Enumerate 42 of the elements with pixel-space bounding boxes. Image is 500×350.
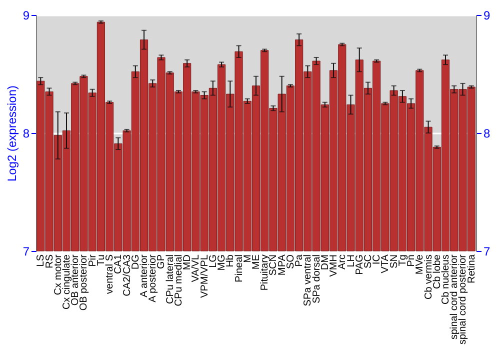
y-tick-label: 9 (22, 8, 30, 22)
x-tick-label: Cb lobe (432, 254, 443, 289)
x-tick-label: Cx cingulate (61, 254, 72, 310)
y-tick-label: 7 (22, 244, 30, 258)
x-tick-label: M (242, 254, 254, 263)
y2-tick-label: 7 (484, 244, 490, 258)
x-tick-label: A posterior (148, 254, 159, 302)
x-tick-label: DG (130, 254, 142, 270)
x-tick-label: LS (36, 254, 47, 267)
x-tick-label: Arc (337, 254, 348, 270)
x-tick-label: OB posterior (78, 254, 90, 311)
x-tick-label: MVe (414, 254, 426, 275)
x-tick-label: Tu (96, 254, 107, 266)
x-tick-label: GP (156, 254, 168, 269)
x-tick-label: spinal cord posterior (458, 254, 469, 345)
x-tick-label: Tg (397, 254, 408, 266)
x-tick-label: LG (208, 254, 219, 268)
y2-tick-label: 9 (484, 8, 490, 22)
y-tick-label: 8 (22, 126, 30, 140)
x-tick-label: SN (388, 254, 400, 268)
x-tick-label: Pituitary (260, 254, 271, 291)
x-tick-label: MPA (276, 254, 288, 276)
x-tick-label: SC (362, 254, 374, 268)
x-tick-label: ME (251, 254, 262, 270)
x-tick-label: CPu medial (173, 254, 184, 306)
x-tick-label: Retina (466, 254, 478, 284)
x-tick-label: PAG (354, 254, 366, 275)
x-tick-label: LH (346, 254, 357, 268)
x-tick-label: SCN (268, 254, 280, 276)
x-tick-label: CA2/CA3 (122, 254, 133, 296)
x-tick-label: SO (285, 254, 296, 269)
x-tick-label: RS (44, 254, 56, 268)
x-tick-label: Hb (225, 254, 236, 268)
x-tick-label: VPM/VPL (199, 254, 210, 298)
x-tick-label: Pineal (234, 254, 245, 282)
x-tick-label: DM (320, 254, 331, 270)
y2-tick-label: 8 (484, 126, 490, 140)
y-axis-title: Log2 (expression) (4, 85, 19, 182)
x-tick-label: VTA (380, 254, 392, 274)
x-tick-label: SPa dorsal (311, 254, 322, 304)
x-tick-label: Pir (87, 254, 98, 267)
x-tick-label: CA1 (113, 254, 124, 274)
